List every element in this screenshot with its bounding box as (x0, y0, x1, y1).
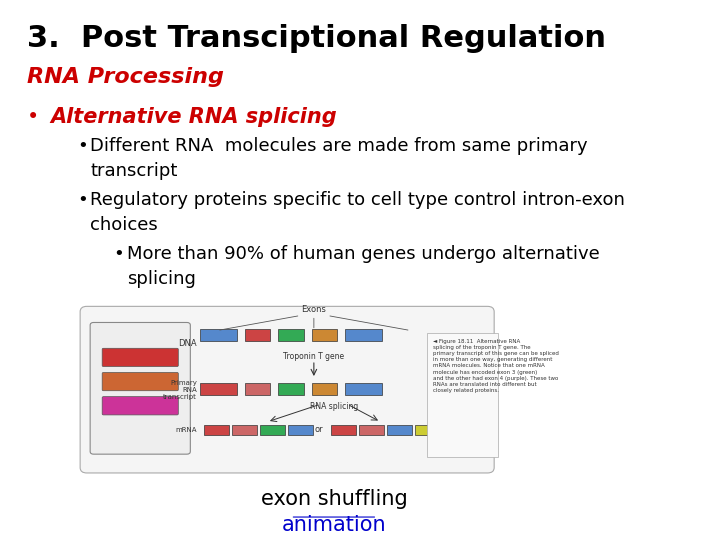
Text: More than 90% of human genes undergo alternative
splicing: More than 90% of human genes undergo alt… (127, 245, 600, 287)
Text: •: • (114, 245, 125, 262)
FancyBboxPatch shape (80, 306, 494, 473)
Bar (312, 329, 337, 341)
Text: ◄ Figure 18.11  Alternative RNA
splicing of the troponin T gene. The
primary tra: ◄ Figure 18.11 Alternative RNA splicing … (433, 339, 559, 393)
Bar (288, 425, 313, 435)
Bar (346, 329, 382, 341)
Text: Troponin T gene: Troponin T gene (283, 352, 344, 361)
Text: RNA Processing: RNA Processing (27, 67, 224, 87)
Text: or: or (315, 426, 323, 435)
Text: •: • (77, 191, 88, 209)
FancyBboxPatch shape (428, 333, 498, 457)
Text: •: • (27, 107, 39, 127)
Bar (200, 329, 237, 341)
Text: Primary
RNA
transcript: Primary RNA transcript (163, 380, 197, 400)
Text: Regulatory proteins specific to cell type control intron-exon
choices: Regulatory proteins specific to cell typ… (90, 191, 625, 234)
Text: Different RNA  molecules are made from same primary
transcript: Different RNA molecules are made from sa… (90, 137, 588, 180)
Bar (387, 425, 412, 435)
Bar (245, 329, 271, 341)
FancyBboxPatch shape (102, 348, 179, 367)
Bar (346, 383, 382, 395)
Text: exon shuffling: exon shuffling (261, 489, 408, 509)
Bar (279, 383, 304, 395)
FancyBboxPatch shape (102, 373, 179, 391)
FancyBboxPatch shape (102, 397, 179, 415)
Bar (245, 383, 271, 395)
FancyBboxPatch shape (90, 322, 190, 454)
Text: 3.  Post Transciptional Regulation: 3. Post Transciptional Regulation (27, 24, 606, 53)
Bar (204, 425, 229, 435)
Text: DNA: DNA (179, 339, 197, 348)
Bar (312, 383, 337, 395)
Text: mRNA: mRNA (176, 427, 197, 433)
Text: Alternative RNA splicing: Alternative RNA splicing (50, 107, 337, 127)
Text: RNA splicing: RNA splicing (310, 402, 358, 411)
Bar (359, 425, 384, 435)
Bar (260, 425, 285, 435)
Bar (330, 425, 356, 435)
Text: Exons: Exons (302, 306, 326, 314)
Bar (232, 425, 257, 435)
Bar (279, 329, 304, 341)
Text: animation: animation (282, 515, 386, 535)
Bar (200, 383, 237, 395)
Text: •: • (77, 137, 88, 155)
Bar (415, 425, 440, 435)
